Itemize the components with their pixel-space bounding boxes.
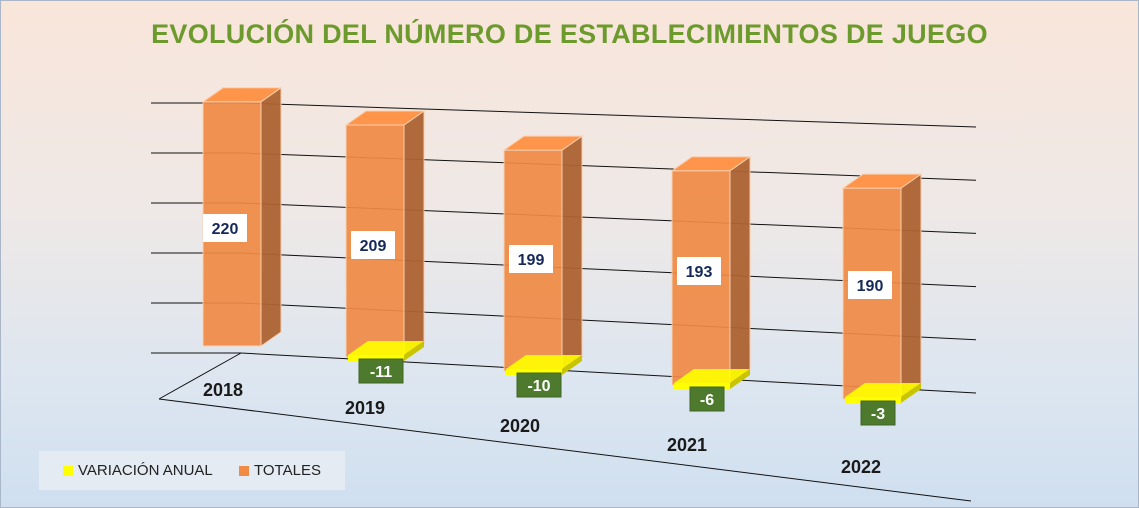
gridline [240,102,977,128]
chart-title: EVOLUCIÓN DEL NÚMERO DE ESTABLECIMIENTOS… [151,19,988,49]
data-label-variacion: -3 [871,406,885,423]
bar-top-totales [502,135,584,151]
bar-variacion-side [562,355,582,375]
bar-side-totales [900,173,922,400]
bar-side-totales [260,86,282,347]
data-label-totales-bg [677,257,721,285]
data-label-variacion: -10 [527,378,550,395]
x-tick-label: 2020 [500,416,540,436]
bar-variacion-side [901,383,921,403]
data-label-variacion-bg [358,358,404,384]
data-label-variacion: -11 [370,364,392,381]
legend-swatch-totales [239,466,249,476]
legend-label-totales: TOTALES [254,462,321,479]
bar-variacion-side [730,369,750,389]
floor-front-edge [158,398,972,502]
x-tick-label: 2021 [667,435,707,455]
bar-side-totales [403,110,425,358]
legend-item-variacion: VARIACIÓN ANUAL [63,462,213,479]
bar-variacion-front [674,383,730,389]
x-tick-label: 2022 [841,457,881,477]
bar-variacion [674,369,750,383]
bar-variacion-front [348,355,404,361]
bar-variacion-front [845,397,901,403]
data-label-totales: 193 [686,264,713,281]
data-label-variacion-bg [689,386,725,412]
data-label-totales: 190 [857,278,884,295]
bar-variacion [348,341,424,355]
legend-swatch-variacion [63,466,73,476]
legend-item-totales: TOTALES [239,462,321,479]
data-label-totales-bg [351,231,395,259]
bar-top-totales [201,87,283,103]
data-label-totales: 199 [518,252,545,269]
data-label-variacion-bg [516,372,562,398]
bar-variacion-front [506,369,562,375]
legend-label-variacion: VARIACIÓN ANUAL [78,462,213,479]
bar-variacion [845,383,921,397]
bar-side-totales [729,155,751,386]
bar-top-totales [841,173,923,189]
data-label-totales-bg [509,245,553,273]
x-tick-label: 2019 [345,398,385,418]
bar-top-totales [670,156,752,172]
data-label-totales: 220 [212,221,239,238]
data-label-totales: 209 [360,238,387,255]
bar-top-totales [344,110,426,126]
x-tick-label: 2018 [203,380,243,400]
data-label-variacion-bg [860,400,896,426]
bar-variacion-side [404,341,424,361]
data-label-variacion: -6 [700,392,714,409]
floor-left-edge [158,352,242,400]
data-label-totales-bg [203,214,247,242]
legend: VARIACIÓN ANUAL TOTALES [39,451,345,490]
data-label-totales-bg [848,271,892,299]
bar-variacion [506,355,582,369]
bar-side-totales [561,135,583,372]
